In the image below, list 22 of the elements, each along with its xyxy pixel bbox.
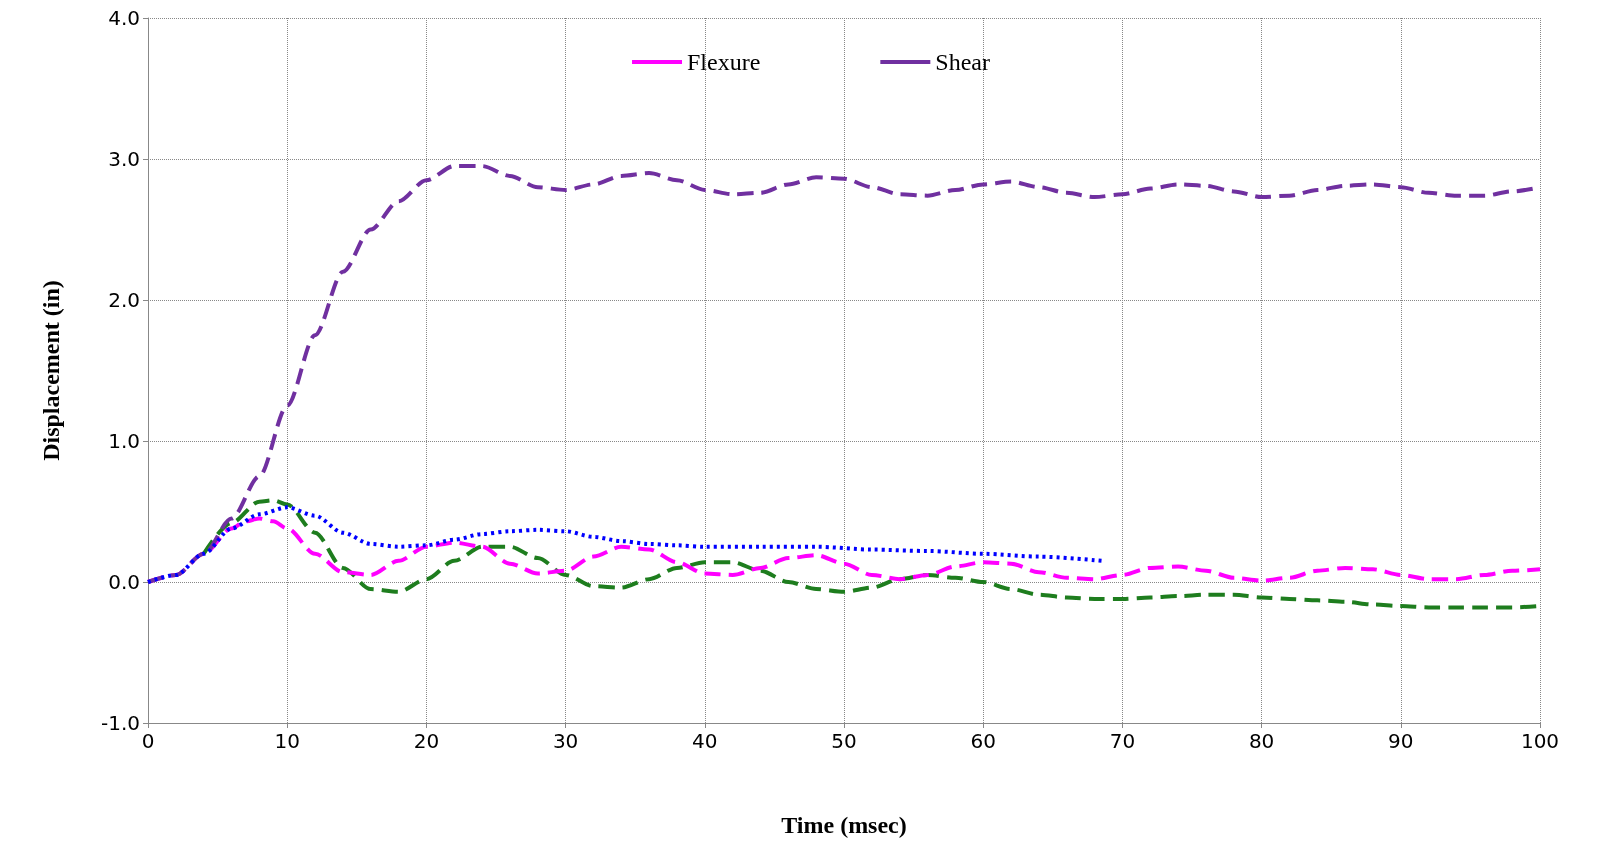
- line-series: [146, 505, 1104, 584]
- y-tick-label: 4.0: [108, 6, 140, 30]
- legend-label: Flexure: [687, 49, 761, 75]
- y-axis-title: Displacement (in): [38, 280, 64, 461]
- x-tick-label: 20: [413, 729, 440, 753]
- x-tick-label: 10: [274, 729, 300, 753]
- x-tick-label: 90: [1388, 729, 1414, 753]
- x-tick-label: 0: [141, 729, 155, 753]
- y-tick-label: 0.0: [108, 570, 140, 594]
- x-tick-label: 80: [1248, 729, 1275, 753]
- x-tick-label: 30: [552, 729, 579, 753]
- x-tick-label: 60: [970, 729, 996, 753]
- x-tick-label: 40: [692, 729, 718, 753]
- x-tick-label: 70: [1109, 729, 1136, 753]
- y-tick-label: 2.0: [108, 288, 140, 312]
- legend-label: Shear: [935, 49, 990, 75]
- x-tick-label: 100: [1520, 729, 1560, 753]
- y-tick-label: 3.0: [108, 147, 140, 171]
- x-tick-label: 50: [831, 729, 857, 753]
- y-tick-label: -1.0: [100, 711, 140, 735]
- x-axis-title: Time (msec): [781, 812, 907, 838]
- y-tick-label: 1.0: [108, 429, 140, 453]
